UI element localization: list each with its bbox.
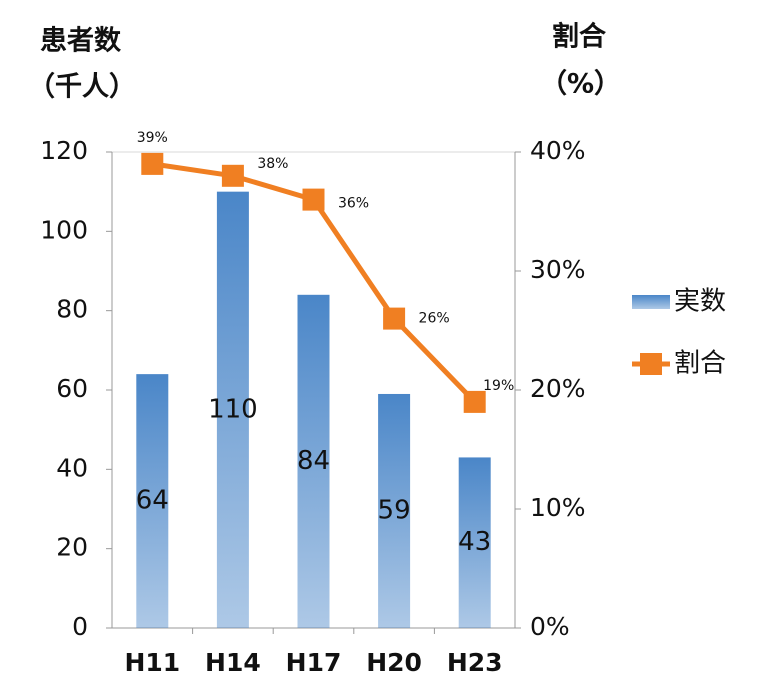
legend-marker bbox=[640, 353, 662, 375]
line-marker bbox=[141, 152, 164, 175]
bar-value-label: 64 bbox=[136, 486, 169, 516]
y-tick-label: 100 bbox=[40, 215, 88, 244]
y2-tick-label: 10% bbox=[530, 493, 586, 522]
bar-value-label: 59 bbox=[378, 495, 411, 525]
bar-value-label: 84 bbox=[297, 446, 330, 476]
line-marker bbox=[221, 164, 244, 187]
y2-tick-label: 20% bbox=[530, 374, 586, 403]
line-marker bbox=[463, 390, 486, 413]
bar bbox=[458, 457, 491, 628]
legend-label: 割合 bbox=[674, 349, 726, 379]
y-axis-title-unit: （千人） bbox=[28, 72, 136, 103]
line-value-label: 38% bbox=[257, 156, 288, 172]
line-marker bbox=[383, 307, 406, 330]
y-tick-label: 40 bbox=[56, 453, 88, 482]
y2-axis-title-unit: （%） bbox=[540, 69, 621, 100]
line-value-label: 39% bbox=[137, 130, 168, 146]
line-value-label: 36% bbox=[338, 196, 369, 212]
line-marker bbox=[302, 188, 325, 211]
legend-swatch bbox=[632, 295, 670, 309]
y-tick-label: 0 bbox=[72, 612, 88, 641]
bar bbox=[378, 393, 411, 628]
bar bbox=[216, 191, 249, 628]
y2-tick-label: 0% bbox=[530, 612, 570, 641]
x-tick-label: H17 bbox=[286, 648, 342, 677]
line-value-label: 19% bbox=[483, 378, 514, 394]
y-tick-label: 80 bbox=[56, 295, 88, 324]
bar-value-label: 43 bbox=[458, 527, 491, 557]
y-axis-title: 患者数 bbox=[40, 26, 122, 57]
y2-axis-title: 割合 bbox=[552, 21, 606, 53]
y-tick-label: 20 bbox=[56, 533, 88, 562]
legend-label: 実数 bbox=[674, 287, 726, 317]
y2-tick-label: 40% bbox=[530, 136, 586, 165]
bar bbox=[297, 294, 330, 628]
x-tick-label: H11 bbox=[124, 648, 180, 677]
x-tick-label: H20 bbox=[366, 648, 422, 677]
x-tick-label: H14 bbox=[205, 648, 261, 677]
bar-value-label: 110 bbox=[208, 394, 258, 424]
line-value-label: 26% bbox=[419, 311, 450, 327]
bar bbox=[136, 374, 169, 628]
y2-tick-label: 30% bbox=[530, 255, 586, 284]
y-tick-label: 120 bbox=[40, 136, 88, 165]
y-tick-label: 60 bbox=[56, 374, 88, 403]
x-tick-label: H23 bbox=[447, 648, 503, 677]
